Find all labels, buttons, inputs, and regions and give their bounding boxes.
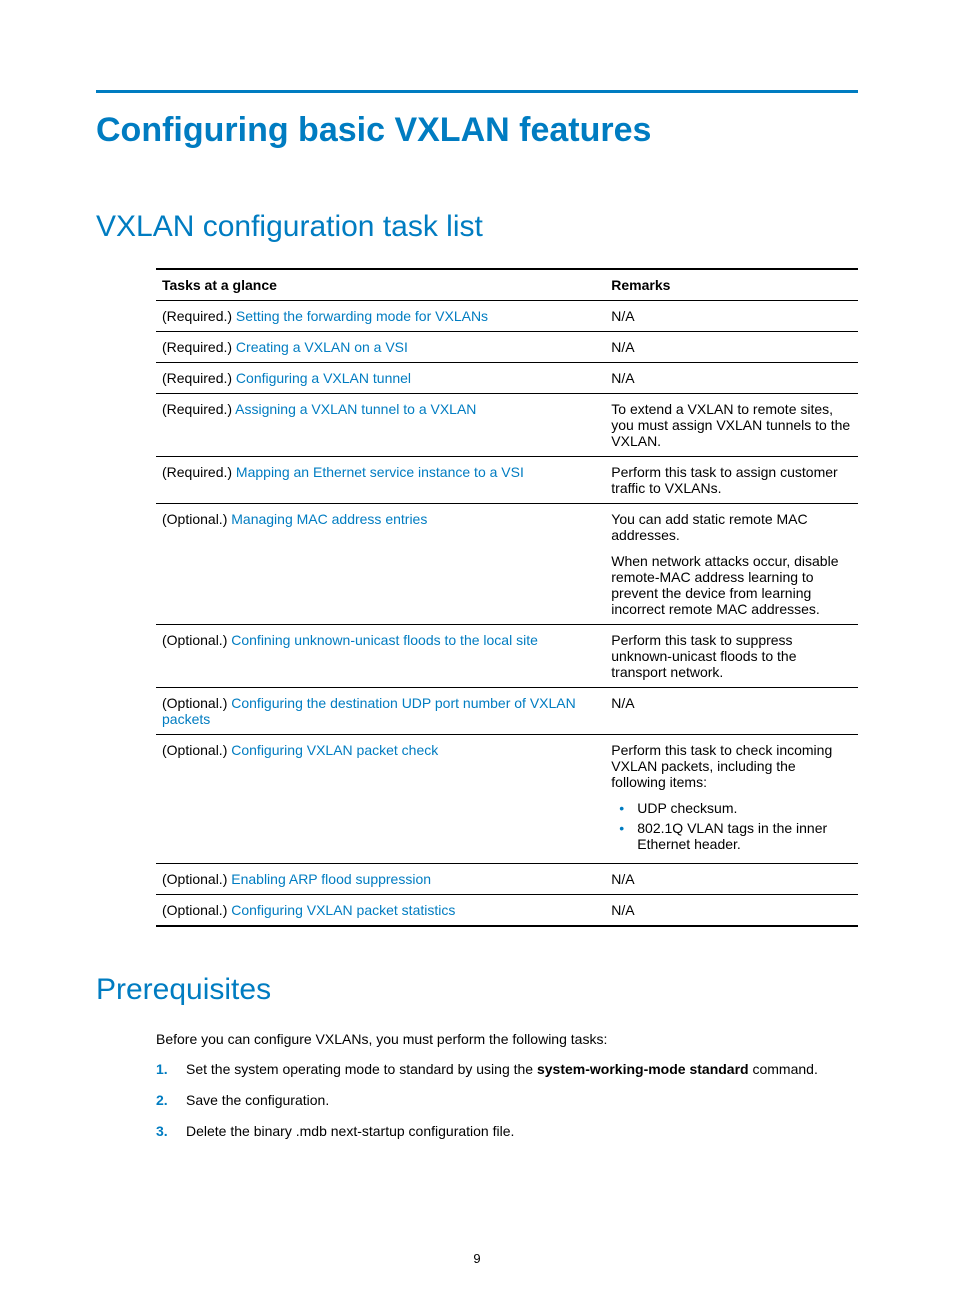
table-row: (Required.) Configuring a VXLAN tunnelN/… xyxy=(156,363,858,394)
remarks-cell: N/A xyxy=(605,332,858,363)
task-cell: (Optional.) Configuring VXLAN packet sta… xyxy=(156,895,605,927)
task-table: Tasks at a glance Remarks (Required.) Se… xyxy=(156,268,858,927)
step-text: command. xyxy=(749,1061,818,1077)
task-prefix: (Required.) xyxy=(162,401,235,417)
remarks-cell: N/A xyxy=(605,363,858,394)
step-item: Set the system operating mode to standar… xyxy=(156,1059,858,1080)
remarks-cell: Perform this task to check incoming VXLA… xyxy=(605,735,858,864)
table-row: (Optional.) Configuring the destination … xyxy=(156,688,858,735)
task-cell: (Required.) Setting the forwarding mode … xyxy=(156,301,605,332)
task-prefix: (Optional.) xyxy=(162,871,231,887)
task-link[interactable]: Configuring a VXLAN tunnel xyxy=(236,370,411,386)
task-link[interactable]: Enabling ARP flood suppression xyxy=(231,871,431,887)
section-tasklist: VXLAN configuration task list xyxy=(96,210,858,244)
remarks-intro: Perform this task to check incoming VXLA… xyxy=(611,742,852,790)
table-row: (Required.) Mapping an Ethernet service … xyxy=(156,457,858,504)
remarks-cell: N/A xyxy=(605,301,858,332)
table-row: (Optional.) Configuring VXLAN packet che… xyxy=(156,735,858,864)
remarks-para: When network attacks occur, disable remo… xyxy=(611,553,852,617)
step-item: Save the configuration. xyxy=(156,1090,858,1111)
task-prefix: (Required.) xyxy=(162,464,236,480)
col-tasks: Tasks at a glance xyxy=(156,269,605,301)
prereq-steps: Set the system operating mode to standar… xyxy=(156,1059,858,1142)
col-remarks: Remarks xyxy=(605,269,858,301)
table-row: (Required.) Assigning a VXLAN tunnel to … xyxy=(156,394,858,457)
prereq-intro: Before you can configure VXLANs, you mus… xyxy=(156,1031,858,1047)
table-row: (Required.) Setting the forwarding mode … xyxy=(156,301,858,332)
step-text: Delete the binary .mdb next-startup conf… xyxy=(186,1123,514,1139)
step-text: Save the configuration. xyxy=(186,1092,329,1108)
step-bold: system-working-mode standard xyxy=(537,1061,749,1077)
remarks-cell: To extend a VXLAN to remote sites, you m… xyxy=(605,394,858,457)
task-prefix: (Required.) xyxy=(162,308,236,324)
task-prefix: (Optional.) xyxy=(162,511,231,527)
remarks-cell: N/A xyxy=(605,864,858,895)
task-link[interactable]: Mapping an Ethernet service instance to … xyxy=(236,464,524,480)
remarks-cell: N/A xyxy=(605,688,858,735)
task-link[interactable]: Confining unknown-unicast floods to the … xyxy=(231,632,538,648)
table-row: (Optional.) Confining unknown-unicast fl… xyxy=(156,625,858,688)
list-item: UDP checksum. xyxy=(611,800,852,816)
page-number: 9 xyxy=(0,1251,954,1266)
list-item: 802.1Q VLAN tags in the inner Ethernet h… xyxy=(611,820,852,852)
step-item: Delete the binary .mdb next-startup conf… xyxy=(156,1121,858,1142)
top-rule xyxy=(96,90,858,93)
section-prereq: Prerequisites xyxy=(96,973,858,1007)
remarks-cell: You can add static remote MAC addresses.… xyxy=(605,504,858,625)
step-text: Set the system operating mode to standar… xyxy=(186,1061,537,1077)
remarks-bullets: UDP checksum. 802.1Q VLAN tags in the inn… xyxy=(611,800,852,852)
task-prefix: (Required.) xyxy=(162,339,236,355)
task-link[interactable]: Configuring VXLAN packet check xyxy=(231,742,438,758)
task-prefix: (Optional.) xyxy=(162,632,231,648)
table-row: (Required.) Creating a VXLAN on a VSIN/A xyxy=(156,332,858,363)
table-row: (Optional.) Configuring VXLAN packet sta… xyxy=(156,895,858,927)
table-row: (Optional.) Managing MAC address entries… xyxy=(156,504,858,625)
page-title: Configuring basic VXLAN features xyxy=(96,111,858,150)
task-prefix: (Optional.) xyxy=(162,695,231,711)
task-link[interactable]: Assigning a VXLAN tunnel to a VXLAN xyxy=(235,401,476,417)
task-prefix: (Required.) xyxy=(162,370,236,386)
task-cell: (Optional.) Configuring the destination … xyxy=(156,688,605,735)
task-link[interactable]: Managing MAC address entries xyxy=(231,511,427,527)
task-cell: (Optional.) Confining unknown-unicast fl… xyxy=(156,625,605,688)
task-prefix: (Optional.) xyxy=(162,742,231,758)
remarks-cell: Perform this task to suppress unknown-un… xyxy=(605,625,858,688)
task-link[interactable]: Configuring VXLAN packet statistics xyxy=(231,902,455,918)
task-prefix: (Optional.) xyxy=(162,902,231,918)
task-link[interactable]: Creating a VXLAN on a VSI xyxy=(236,339,408,355)
task-link[interactable]: Setting the forwarding mode for VXLANs xyxy=(236,308,488,324)
remarks-cell: N/A xyxy=(605,895,858,927)
task-cell: (Required.) Mapping an Ethernet service … xyxy=(156,457,605,504)
task-cell: (Optional.) Enabling ARP flood suppressi… xyxy=(156,864,605,895)
task-cell: (Optional.) Configuring VXLAN packet che… xyxy=(156,735,605,864)
task-cell: (Required.) Creating a VXLAN on a VSI xyxy=(156,332,605,363)
task-cell: (Required.) Configuring a VXLAN tunnel xyxy=(156,363,605,394)
remarks-para: You can add static remote MAC addresses. xyxy=(611,511,852,543)
task-cell: (Required.) Assigning a VXLAN tunnel to … xyxy=(156,394,605,457)
task-cell: (Optional.) Managing MAC address entries xyxy=(156,504,605,625)
remarks-cell: Perform this task to assign customer tra… xyxy=(605,457,858,504)
table-row: (Optional.) Enabling ARP flood suppressi… xyxy=(156,864,858,895)
